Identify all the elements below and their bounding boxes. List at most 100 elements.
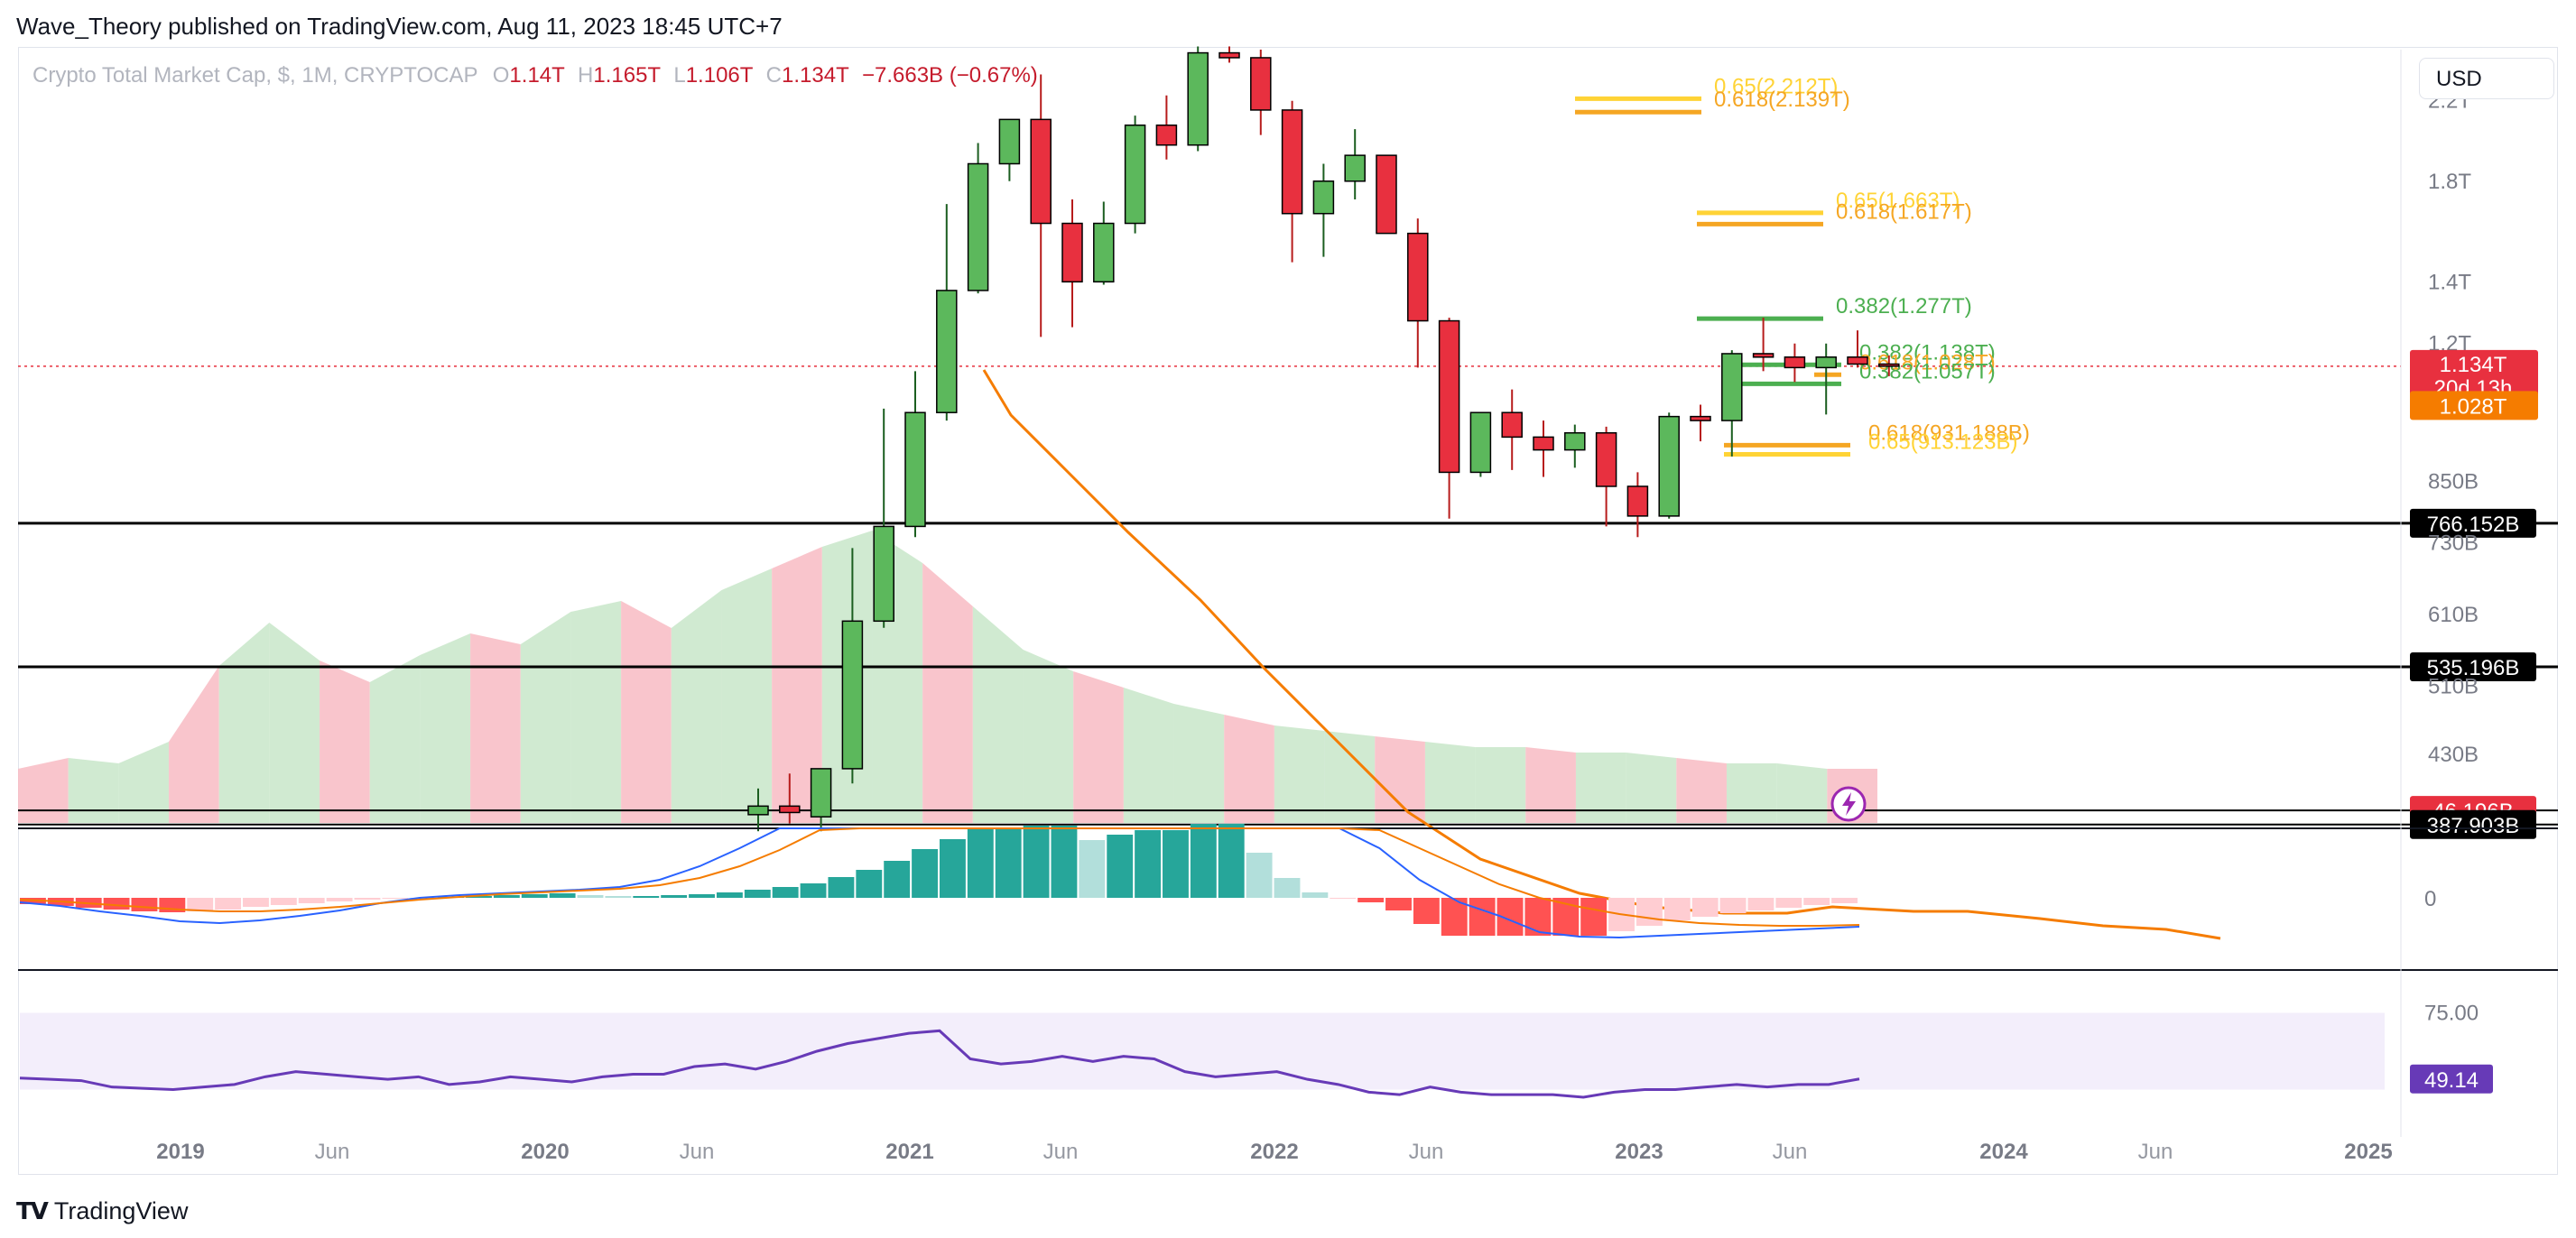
price-tick-label: 730B — [2428, 531, 2479, 555]
footer-brand[interactable]: TradingView — [53, 1196, 189, 1224]
macd-histogram-bar — [1469, 898, 1496, 936]
symbol-name: Crypto Total Market Cap, $, 1M, CRYPTOCA… — [32, 63, 478, 88]
macd-histogram-bar — [549, 893, 576, 898]
macd-histogram-bar — [1135, 830, 1162, 898]
candle-body — [1030, 118, 1052, 225]
candle-body — [1344, 154, 1366, 182]
time-axis-layer: 2019 Jun 2020 Jun 2021 Jun 2022 Jun 2023 Jun 2024 J… — [156, 50, 2402, 1164]
candle — [1690, 404, 1711, 442]
time-tick-label: 2024 — [1979, 1140, 2028, 1164]
candle-body — [1281, 109, 1303, 215]
currency-button[interactable]: USD — [2419, 58, 2554, 99]
macd-histogram-bar — [243, 898, 269, 907]
volume-bar — [520, 612, 571, 823]
low-value: 1.106T — [685, 63, 753, 88]
fib-level-label: 0.618(1.617T) — [1836, 199, 1972, 224]
macd-histogram-bar — [1163, 830, 1189, 898]
macd-histogram-bar — [1107, 835, 1134, 898]
candle — [1187, 46, 1209, 152]
macd-histogram-bar — [772, 887, 799, 898]
candle — [936, 204, 958, 421]
volume-bar — [1424, 742, 1476, 823]
candle — [1878, 355, 1900, 376]
candle-body — [779, 805, 801, 814]
change-value: −7.663B (−0.67%) — [861, 63, 1038, 88]
macd-histogram-bar — [1302, 892, 1329, 898]
volume-bar — [1726, 763, 1777, 823]
volume-bar — [18, 758, 69, 823]
candle-body — [1595, 431, 1617, 487]
close-value: 1.134T — [782, 63, 849, 88]
fibonacci-levels-layer: 0.65(2.212T)0.618(2.139T)0.65(1.663T)0.6… — [1575, 74, 2030, 457]
macd-histogram-bar — [270, 898, 297, 905]
candle-body — [1469, 411, 1492, 474]
lightning-icon-bolt — [1842, 792, 1856, 816]
macd-histogram-bar — [1663, 898, 1691, 920]
macd-histogram-bar — [1803, 898, 1830, 905]
candle — [1752, 318, 1774, 372]
lightning-icon[interactable] — [1830, 786, 1867, 822]
macd-histogram-bar — [466, 896, 492, 898]
time-tick-label: 2023 — [1615, 1140, 1663, 1164]
macd-histogram-bar — [995, 829, 1022, 898]
macd-histogram-bar — [1691, 898, 1719, 917]
chart-frame[interactable] — [18, 47, 2558, 1175]
candle-body — [841, 620, 864, 770]
macd-histogram-bar — [215, 898, 242, 910]
volume-bar — [1324, 731, 1376, 823]
candle-body — [1187, 51, 1209, 146]
time-tick-label: 2022 — [1250, 1140, 1298, 1164]
candle-body — [1752, 353, 1774, 358]
candle-body — [1407, 232, 1429, 322]
candle-body — [747, 805, 769, 816]
volume-bar — [1626, 753, 1677, 823]
volume-bar — [671, 590, 722, 823]
current-price-marker — [2410, 349, 2538, 402]
candle — [1093, 201, 1115, 285]
macd-histogram-bar — [1747, 898, 1774, 910]
price-tick-label: 850B — [2428, 470, 2479, 494]
candle — [1658, 412, 1680, 519]
candle — [1438, 318, 1460, 519]
macd-histogram-bar — [1775, 898, 1802, 908]
macd-signal-line — [19, 827, 1860, 927]
candle — [779, 773, 801, 824]
volume-bar — [470, 633, 521, 823]
candle — [1281, 100, 1303, 263]
open-value: 1.14T — [509, 63, 565, 88]
macd-zero-label: 0 — [2424, 887, 2436, 911]
volume-bar — [169, 666, 219, 823]
time-tick-label: Jun — [1043, 1140, 1079, 1164]
candle — [1815, 343, 1837, 415]
volume-bar — [772, 547, 822, 823]
candle-body — [1690, 415, 1711, 421]
macd-histogram-bar — [1274, 878, 1301, 898]
macd-histogram-bar — [828, 877, 855, 898]
volume-bar — [1023, 650, 1074, 823]
candle — [1219, 46, 1240, 63]
level-axis-label: 535.196B — [2427, 656, 2520, 680]
candle — [1626, 472, 1649, 538]
candle-body — [1626, 485, 1649, 517]
candle — [1061, 199, 1083, 328]
macd-histogram-bar — [967, 829, 994, 898]
level-axis-box — [2410, 809, 2536, 839]
candle — [747, 788, 769, 832]
price-tick-label: 430B — [2428, 743, 2479, 767]
candlestick-layer — [747, 46, 1900, 832]
tradingview-logo-icon[interactable]: 𝗧𝗩 — [16, 1196, 49, 1224]
rsi-value-label: 49.14 — [2424, 1068, 2479, 1093]
macd-histogram-bar — [1580, 898, 1608, 936]
candle — [810, 768, 832, 832]
macd-histogram-bar — [912, 849, 938, 898]
fib-level-label: 0.65(2.212T) — [1714, 74, 1838, 98]
macd-histogram-bar — [1524, 898, 1552, 936]
macd-histogram-bar — [1218, 824, 1245, 898]
volume-bar — [570, 601, 622, 823]
fib-level-label: 0.618(931.188B) — [1868, 420, 2030, 445]
fib-level-label: 0.65(1.663T) — [1836, 189, 1960, 213]
macd-histogram-bar — [1831, 898, 1858, 903]
candle — [1595, 426, 1617, 527]
